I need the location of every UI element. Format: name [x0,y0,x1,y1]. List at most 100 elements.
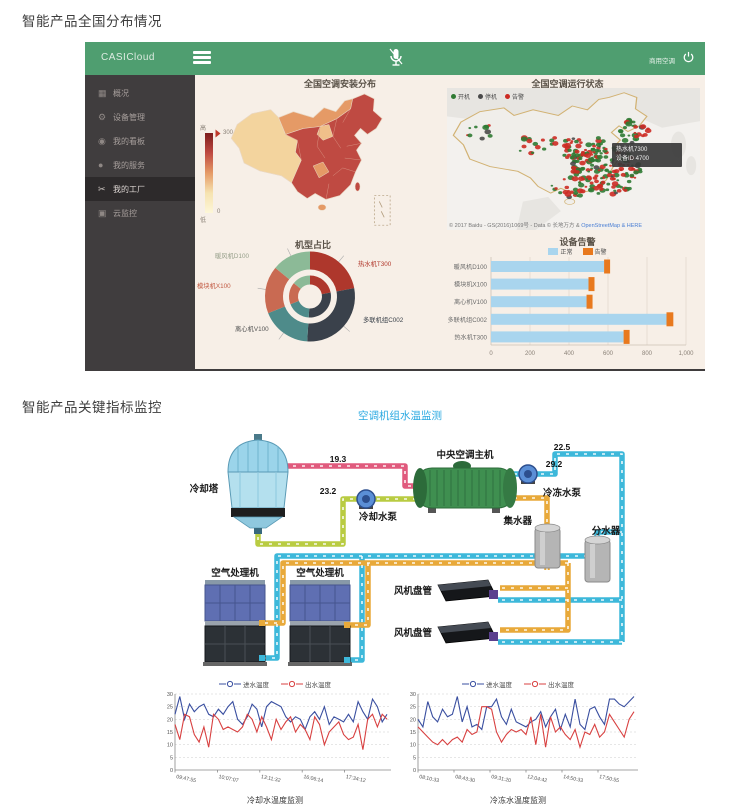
tick-label: 0 [413,768,416,774]
brand-logo: CASICloud [101,52,155,63]
tick-label: 5 [170,755,173,761]
casicloud-dashboard: CASICloud 商用空调 [85,42,705,371]
tick-label: 1,000 [678,351,694,357]
dashboard-header: CASICloud 商用空调 [85,42,705,75]
chilled-water-chart: 进水温度 出水温度 0 5 10 15 20 25 30 08:10:33 08:43:30 09:… [398,678,638,806]
pie-label: 暖风机D100 [215,253,249,260]
menu-icon[interactable] [193,51,211,65]
chart-legend: 进水温度 出水温度 [398,678,638,690]
cooling-pump-label: 冷却水泵 [359,511,398,523]
ahu1-label: 空气处理机 [211,567,259,579]
sidebar-item-overview[interactable]: ▦ 概况 [98,87,129,98]
legend-high-label: 高 [200,126,207,132]
pie-title: 机型占比 [294,240,331,250]
tick-label: 模块机X100 [454,281,488,289]
legend-marker-icon [281,680,303,688]
pie-label: 离心机V100 [235,326,269,333]
ahu2-label: 空气处理机 [296,567,344,579]
tick-label: 15 [410,730,416,736]
tick-label: 10 [410,743,416,749]
tick-label: 09:47:55 [176,774,197,784]
legend-item: 告警 [505,92,524,101]
tick-label: 16:06:14 [303,774,324,784]
fcu1-label: 风机盘管 [394,585,433,597]
tick-label: 15 [167,730,173,736]
water-distributor [584,535,611,583]
tick-label: 多联机组C002 [447,316,487,324]
legend-max-value: 300 [223,130,234,136]
tick-label: 0 [489,351,493,357]
chilled-water-plot: 0 5 10 15 20 25 30 08:10:33 08:43:30 09:31:20 12:0… [410,692,638,784]
tick-label: 17:34:12 [345,774,366,784]
legend-marker-icon [219,680,241,688]
tick-label: 200 [525,351,536,357]
legend-marker-icon [505,94,511,99]
device-alert-bars: 0 200 400 600 800 1,000 暖风机D100 模块机X100 离心机V100 多… [447,257,694,357]
legend-item: 出水温度 [524,679,574,689]
cooling-water-chart: 进水温度 出水温度 0 5 10 15 20 25 30 09:47:55 10:07:07 13:… [155,678,395,806]
install-map-title: 全国空调安装分布 [303,79,376,89]
tick-label: 800 [642,351,653,357]
map-tooltip: 热水机7300 设备ID 4700 [612,143,682,167]
power-icon[interactable] [682,51,695,69]
tick-label: 热水机T300 [454,333,487,341]
status-map: 开机 停机 告警 热水机7300 设备ID 4700 © 2017 Baidu - … [447,88,700,230]
sidebar-item-cloud-monitor[interactable]: ▣ 云监控 [98,207,137,218]
tick-label: 09:31:20 [491,774,512,784]
legend-marker-icon [478,94,484,99]
map-attribution: © 2017 Baidu - GS(2016)1069号 - Data © 长地… [449,223,643,229]
tick-label: 25 [167,705,173,711]
air-handling-unit-1 [203,580,267,666]
legend-item: 告警 [582,247,607,256]
sidebar-item-my-board[interactable]: ◉ 我的看板 [98,135,145,146]
air-handling-unit-2 [288,580,352,666]
sidebar-item-my-service[interactable]: ● 我的服务 [98,160,145,170]
legend-item: 开机 [451,92,470,101]
user-label: 商用空调 [649,58,675,65]
tick-label: 0 [170,768,173,774]
fcu2-label: 风机盘管 [394,627,433,639]
my-service-icon: ● [98,160,104,170]
fan-coil-unit-2 [437,621,498,644]
overview-icon: ▦ [98,87,107,98]
chart-title: 冷却水温度监测 [247,796,303,805]
legend-item: 停机 [478,92,497,101]
install-map-color-scale [205,133,213,213]
cloud-monitor-icon: ▣ [98,207,107,218]
microphone-icon[interactable] [388,47,404,74]
section2-title: 智能产品关键指标监控 [22,400,162,415]
tick-label: 400 [564,351,575,357]
diagram-title: 空调机组水温监测 [358,410,442,422]
tick-label: 30 [410,692,416,698]
tick-label: 600 [603,351,614,357]
tick-label: 30 [167,692,173,698]
temp-value: 23.2 [320,486,337,496]
tick-label: 5 [413,755,416,761]
central-ac-unit [413,461,517,513]
bar-legend: 正常 告警 [450,247,705,256]
status-legend: 开机 停机 告警 [451,92,524,101]
device-manage-icon: ⚙ [98,111,107,122]
legend-item: 进水温度 [462,679,512,689]
hvac-diagram: 空调机组水温监测 [170,408,630,676]
tick-label: 10 [167,743,173,749]
tick-label: 20 [167,717,173,723]
status-map-title: 全国空调运行状态 [531,79,604,89]
legend-low-label: 低 [200,218,207,224]
tick-label: 14:50:33 [563,774,584,784]
sidebar-item-my-factory[interactable]: ✂ 我的工厂 [85,177,195,201]
collector-label: 集水器 [502,515,532,527]
cooling-tower [227,434,289,534]
chilled-pump-label: 冷冻水泵 [543,487,582,499]
dashboard-content: 全国空调安装分布 高 300 低 0 全国空调运行状态 [195,75,705,371]
sidebar-item-device-manage[interactable]: ⚙ 设备管理 [98,111,145,122]
tick-label: 08:10:33 [419,774,440,784]
model-share-pie [257,248,355,342]
legend-item: 正常 [548,247,573,256]
tick-label: 13:11:32 [260,774,281,784]
legend-item: 出水温度 [281,679,331,689]
legend-marker-icon [548,248,559,255]
cooling-pump [356,489,376,509]
pie-label: 多联机组C002 [363,317,404,324]
